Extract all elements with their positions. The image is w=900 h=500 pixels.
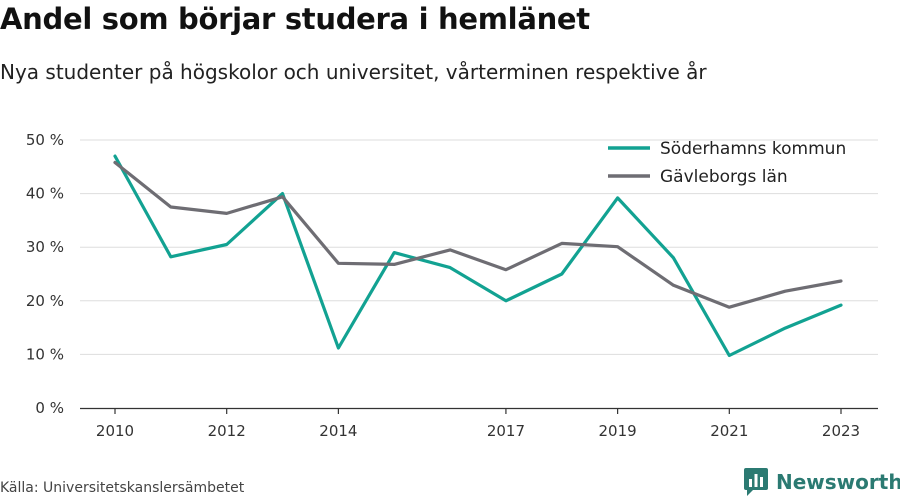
series-lines: [113, 154, 843, 358]
x-tick-label: 2023: [822, 422, 860, 440]
source-note: Källa: Universitetskanslersämbetet: [0, 480, 245, 496]
x-tick-label: 2021: [710, 422, 748, 440]
x-tick-label: 2010: [96, 422, 134, 440]
y-tick-label: 30 %: [26, 238, 64, 256]
x-tick-label: 2014: [319, 422, 357, 440]
page-title: Andel som börjar studera i hemlänet: [0, 2, 590, 36]
legend-label-1: Söderhamns kommun: [660, 139, 846, 159]
gridlines: [80, 139, 878, 355]
legend-label-2: Gävleborgs län: [660, 167, 788, 187]
series-line-2: [113, 160, 843, 309]
page-subtitle: Nya studenter på högskolor och universit…: [0, 60, 707, 84]
y-tick-label: 0 %: [35, 399, 64, 417]
x-axis: 2010 2012 2014 2017 2019 2021 2023: [80, 407, 878, 440]
y-tick-label: 40 %: [26, 185, 64, 203]
newsworthy-logo-icon: [744, 468, 768, 496]
x-tick-label: 2012: [208, 422, 246, 440]
brand-name: Newsworthy: [776, 470, 900, 494]
y-axis: 0 % 10 % 20 % 30 % 40 % 50 %: [26, 131, 64, 417]
brand: Newsworthy: [744, 468, 900, 496]
y-tick-label: 20 %: [26, 292, 64, 310]
legend: Söderhamns kommun Gävleborgs län: [608, 139, 846, 187]
series-line-1: [113, 154, 843, 358]
y-tick-label: 50 %: [26, 131, 64, 149]
x-tick-label: 2017: [487, 422, 525, 440]
x-tick-label: 2019: [599, 422, 637, 440]
y-tick-label: 10 %: [26, 345, 64, 363]
